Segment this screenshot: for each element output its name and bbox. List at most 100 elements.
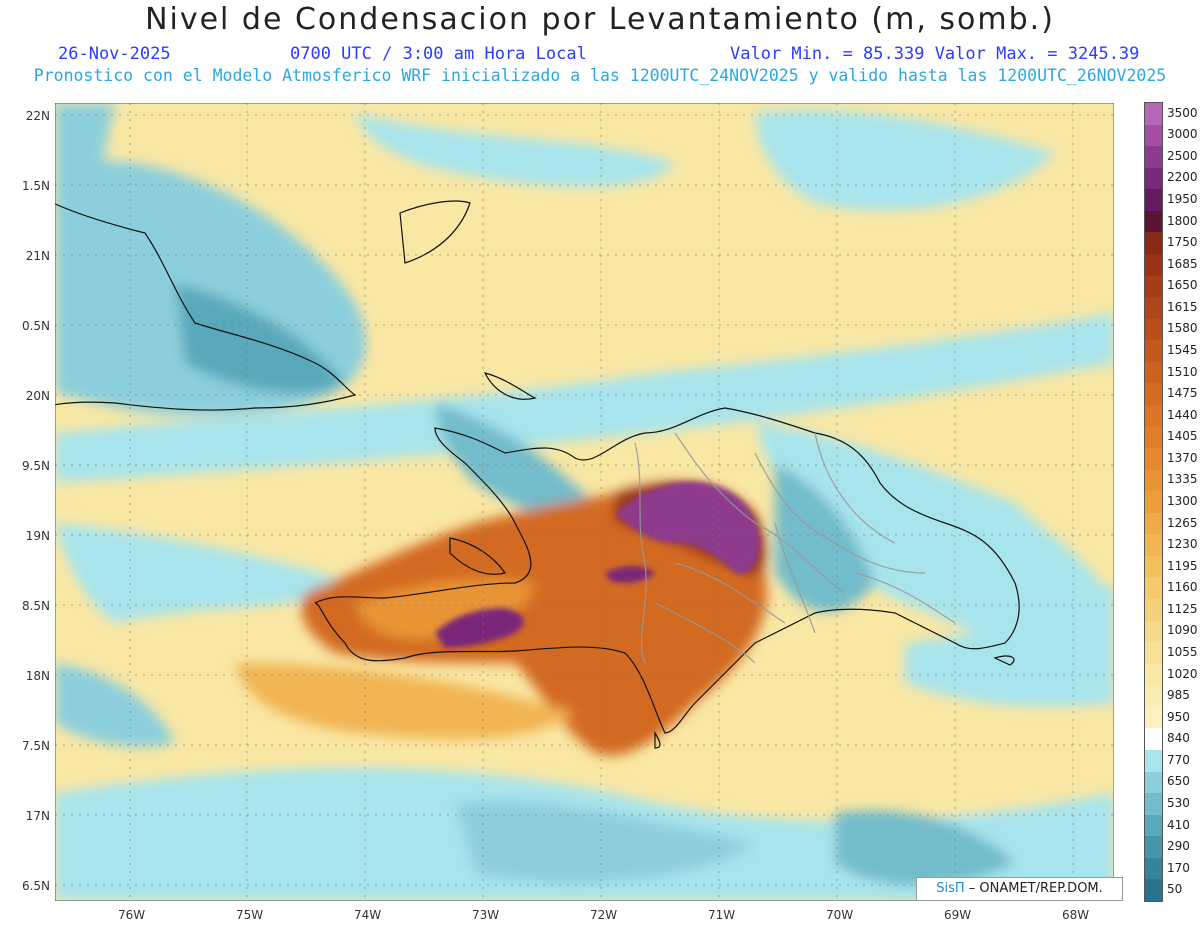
province-boundaries [634,432,956,664]
forecast-date: 26-Nov-2025 [58,44,171,64]
colorbar-label: 170 [1167,860,1190,875]
lat-label: 0.5N [21,319,50,333]
colorbar-label: 985 [1167,688,1190,703]
colorbar-label: 1545 [1167,343,1198,358]
colorbar-swatch [1145,642,1162,665]
colorbar-label: 1615 [1167,299,1198,314]
colorbar-label: 650 [1167,774,1190,789]
lat-label: 21N [25,249,50,263]
colorbar-label: 1160 [1167,580,1198,595]
colorbar-swatch [1145,555,1162,578]
lat-label: 18N [25,669,50,683]
colorbar-swatch [1145,685,1162,708]
credit-brand: SisΠ [936,881,965,896]
model-subtitle: Pronostico con el Modelo Atmosferico WRF… [33,66,1167,85]
colorbar-swatch [1145,103,1162,126]
colorbar-label: 1230 [1167,537,1198,552]
lat-lon-grid [55,103,1114,901]
lat-label: 17N [25,809,50,823]
colorbar-swatch [1145,426,1162,449]
colorbar-swatch [1145,318,1162,341]
colorbar-label: 1125 [1167,601,1198,616]
colorbar-swatch [1145,297,1162,320]
colorbar-swatch [1145,404,1162,427]
colorbar-swatch [1145,728,1162,751]
colorbar-label: 1055 [1167,644,1198,659]
colorbar-swatch [1145,750,1162,773]
colorbar-label: 950 [1167,709,1190,724]
colorbar-swatch [1145,663,1162,686]
lat-label: 6.5N [21,879,50,893]
colorbar-swatch [1145,210,1162,233]
lat-label: 1.5N [21,179,50,193]
colorbar-label: 1510 [1167,364,1198,379]
lat-label: 20N [25,389,50,403]
colorbar-label: 50 [1167,882,1183,897]
colorbar-label: 1265 [1167,515,1198,530]
colorbar-swatch [1145,620,1162,643]
colorbar-label: 1650 [1167,278,1198,293]
lat-label: 19N [25,529,50,543]
colorbar-swatch [1145,124,1162,147]
colorbar-swatch [1145,814,1162,837]
colorbar-swatch [1145,253,1162,277]
colorbar-label: 1405 [1167,429,1198,444]
lat-label: 8.5N [21,599,50,613]
lcl-map [55,103,1114,901]
credit-text: – ONAMET/REP.DOM. [964,881,1103,896]
colorbar-swatch [1145,275,1162,298]
colorbar-swatch [1145,857,1162,880]
colorbar-swatch [1145,771,1162,794]
colorbar-label: 1800 [1167,213,1198,228]
colorbar-swatch [1145,383,1162,406]
colorbar-swatch [1145,232,1162,255]
colorbar-label: 2200 [1167,170,1198,185]
colorbar [1144,102,1163,902]
colorbar-swatch [1145,534,1162,557]
lat-label: 22N [25,109,50,123]
colorbar-swatch [1145,793,1162,816]
colorbar-label: 770 [1167,752,1190,767]
colorbar-swatch [1145,512,1162,535]
colorbar-label: 1195 [1167,558,1198,573]
colorbar-label: 1475 [1167,386,1198,401]
colorbar-label: 1335 [1167,472,1198,487]
lon-label: 74W [354,908,382,922]
lon-label: 73W [472,908,500,922]
colorbar-label: 1370 [1167,450,1198,465]
credit-box: SisΠ – ONAMET/REP.DOM. [916,877,1123,901]
colorbar-swatch [1145,836,1162,859]
colorbar-swatch [1145,599,1162,622]
lon-label: 76W [118,908,146,922]
lon-label: 71W [708,908,736,922]
colorbar-label: 410 [1167,817,1190,832]
lat-label: 7.5N [21,739,50,753]
colorbar-label: 530 [1167,795,1190,810]
map-title: Nivel de Condensacion por Levantamiento … [145,2,1055,37]
colorbar-swatch [1145,189,1162,212]
colorbar-label: 3500 [1167,105,1198,120]
colorbar-label: 3000 [1167,127,1198,142]
colorbar-label: 1685 [1167,256,1198,271]
colorbar-swatch [1145,361,1162,384]
forecast-time: 0700 UTC / 3:00 am Hora Local [290,44,587,64]
high-lcl-core [435,481,760,648]
colorbar-swatch [1145,448,1162,471]
colorbar-label: 1580 [1167,321,1198,336]
min-max-values: Valor Min. = 85.339 Valor Max. = 3245.39 [730,44,1140,64]
colorbar-swatch [1145,167,1162,190]
lon-label: 68W [1062,908,1090,922]
lon-label: 70W [826,908,854,922]
colorbar-swatch [1145,706,1162,729]
colorbar-label: 1300 [1167,494,1198,508]
colorbar-label: 1090 [1167,623,1198,638]
lat-label: 9.5N [21,459,50,473]
colorbar-label: 1020 [1167,666,1198,681]
colorbar-swatch [1145,146,1162,169]
colorbar-label: 290 [1167,839,1190,854]
colorbar-label: 840 [1167,731,1190,746]
colorbar-swatch [1145,577,1162,600]
colorbar-label: 2500 [1167,148,1198,163]
colorbar-label: 1750 [1167,235,1198,250]
colorbar-label: 1950 [1167,192,1198,207]
